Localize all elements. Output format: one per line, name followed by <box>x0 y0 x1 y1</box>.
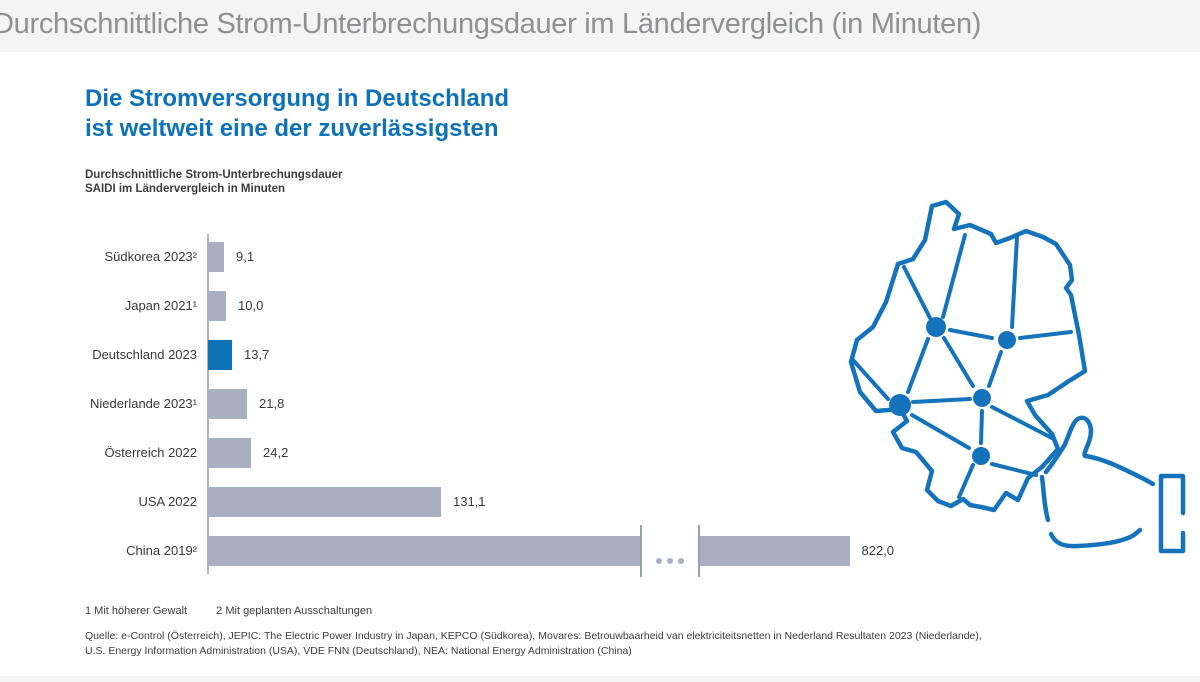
footnote-1: 1 Mit höherer Gewalt <box>85 605 188 617</box>
chart-subtitle-line2: SAIDI im Ländervergleich in Minuten <box>85 183 286 195</box>
chart-headline: Die Stromversorgung in Deutschland ist w… <box>85 84 509 144</box>
chart-footnotes: 1 Mit höherer Gewalt 2 Mit geplanten Aus… <box>85 605 398 617</box>
bar-highlighted <box>208 340 232 370</box>
thumbs-up-icon <box>1039 415 1186 554</box>
bar-chart: Südkorea 2023² 9,1 Japan 2021¹ 10,0 Deutschl… <box>85 233 915 581</box>
page-header: Durchschnittliche Strom-Unterbrechungsda… <box>0 0 1200 52</box>
chart-headline-line1: Die Stromversorgung in Deutschland <box>85 85 510 112</box>
chart-row: China 2019² 822,0 <box>85 525 915 577</box>
chart-row: USA 2022 131,1 <box>85 487 915 517</box>
category-label: Niederlande 2023¹ <box>90 396 197 411</box>
bar <box>208 389 247 419</box>
axis-break-dot <box>667 558 673 564</box>
chart-axis-line <box>207 234 209 574</box>
category-label: Deutschland 2023 <box>92 347 197 362</box>
bar <box>208 291 226 321</box>
chart-subtitle: Durchschnittliche Strom-Unterbrechungsda… <box>85 168 343 196</box>
value-label: 24,2 <box>263 445 289 460</box>
value-label: 10,0 <box>238 298 264 313</box>
value-label: 13,7 <box>244 347 270 362</box>
axis-break-dot <box>678 558 684 564</box>
chart-row: Südkorea 2023² 9,1 <box>85 242 915 272</box>
value-label: 9,1 <box>236 249 255 264</box>
value-label: 131,1 <box>453 494 486 509</box>
page-header-title: Durchschnittliche Strom-Unterbrechungsda… <box>0 8 982 40</box>
category-label: Südkorea 2023² <box>104 249 197 264</box>
chart-row: Japan 2021¹ 10,0 <box>85 291 915 321</box>
category-label: USA 2022 <box>138 494 197 509</box>
bar <box>699 536 850 566</box>
bar <box>208 438 251 468</box>
category-label: Japan 2021¹ <box>124 298 197 313</box>
source-line1: Quelle: e-Control (Österreich), JEPIC: T… <box>85 630 982 642</box>
chart-subtitle-line1: Durchschnittliche Strom-Unterbrechungsda… <box>85 169 343 181</box>
footnote-2: 2 Mit geplanten Ausschaltungen <box>216 605 373 617</box>
category-label: China 2019² <box>126 543 197 558</box>
chart-row: Niederlande 2023¹ 21,8 <box>85 389 915 419</box>
axis-break-line <box>698 525 700 577</box>
infographic-card: Die Stromversorgung in Deutschland ist w… <box>0 52 1200 676</box>
value-label: 21,8 <box>259 396 285 411</box>
axis-break-dot <box>656 558 662 564</box>
chart-row: Österreich 2022 24,2 <box>85 438 915 468</box>
chart-headline-line2: ist weltweit eine der zuverlässigsten <box>85 115 499 142</box>
chart-row: Deutschland 2023 13,7 <box>85 340 915 370</box>
value-label: 822,0 <box>861 543 895 558</box>
source-line2: U.S. Energy Information Administration (… <box>85 645 632 657</box>
axis-break-line <box>640 525 642 577</box>
bar <box>208 242 224 272</box>
cuff-icon <box>1158 473 1186 554</box>
source-note: Quelle: e-Control (Österreich), JEPIC: T… <box>85 629 1135 659</box>
bar <box>208 536 640 566</box>
bar <box>208 487 441 517</box>
category-label: Österreich 2022 <box>104 445 198 460</box>
